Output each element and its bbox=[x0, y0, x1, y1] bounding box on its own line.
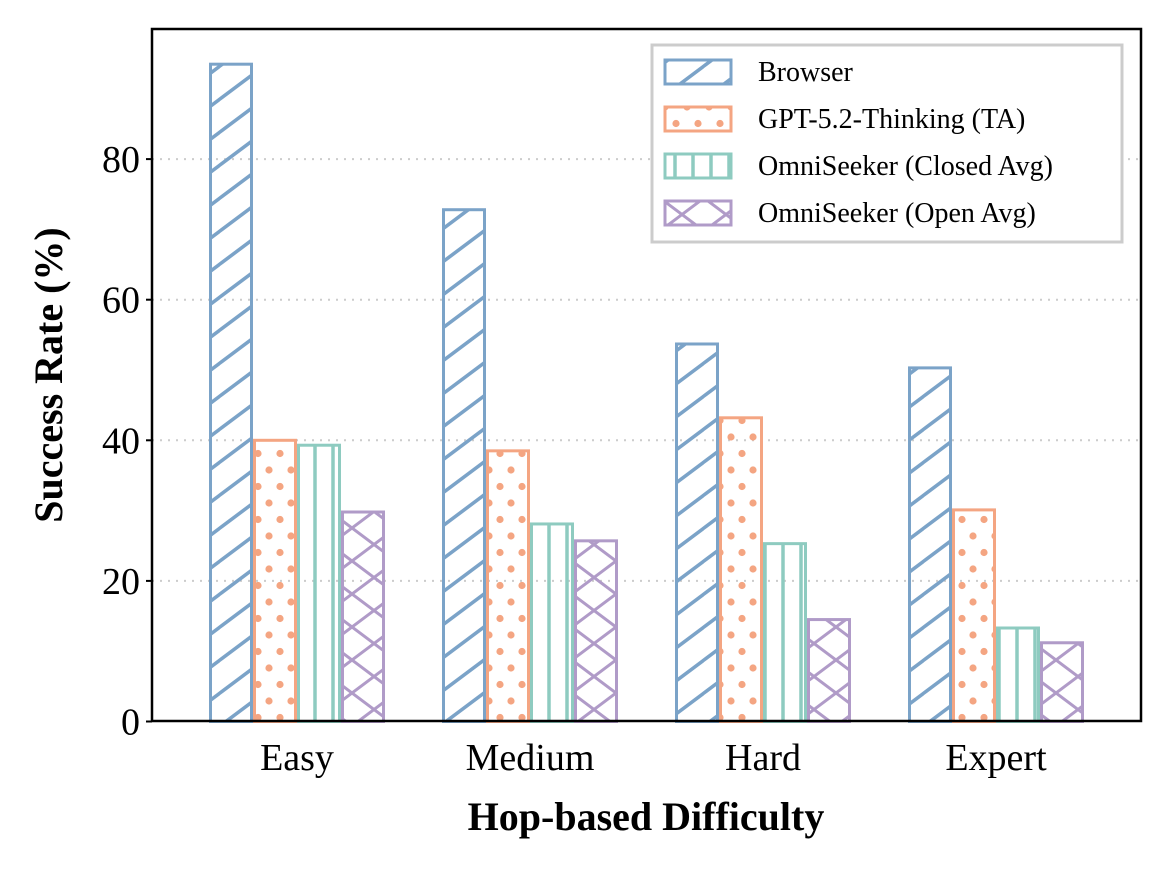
legend-swatch bbox=[663, 58, 733, 86]
x-tick-label: Medium bbox=[466, 737, 595, 779]
legend-label: OmniSeeker (Closed Avg) bbox=[758, 151, 1053, 182]
legend-swatch bbox=[663, 105, 733, 133]
bar-easy-1 bbox=[253, 438, 297, 723]
bar-expert-2 bbox=[996, 626, 1040, 723]
bar-hard-0 bbox=[675, 342, 719, 723]
bar-hard-3 bbox=[807, 618, 851, 723]
bar-expert-1 bbox=[952, 508, 996, 723]
x-tick-label: Hard bbox=[725, 737, 801, 779]
legend-label: GPT-5.2-Thinking (TA) bbox=[758, 104, 1025, 135]
bar-medium-0 bbox=[442, 208, 486, 723]
y-tick-label: 60 bbox=[102, 280, 140, 322]
y-tick-label: 20 bbox=[102, 561, 140, 603]
legend: Browser GPT-5.2-Thinking (TA) OmniSeeker (… bbox=[650, 43, 1124, 244]
y-tick-label: 40 bbox=[102, 420, 140, 462]
bar-medium-1 bbox=[486, 449, 530, 723]
legend-label: Browser bbox=[758, 57, 854, 88]
bar-hard-1 bbox=[719, 416, 763, 723]
bar-easy-3 bbox=[341, 510, 385, 723]
bar-expert-0 bbox=[908, 366, 952, 723]
x-axis-label: Hop-based Difficulty bbox=[468, 794, 825, 839]
legend-label: OmniSeeker (Open Avg) bbox=[758, 198, 1036, 229]
bar-medium-2 bbox=[530, 522, 574, 723]
y-tick-label: 0 bbox=[121, 702, 140, 744]
bar-easy-2 bbox=[297, 443, 341, 723]
y-tick-label: 80 bbox=[102, 139, 140, 181]
legend-swatch bbox=[663, 199, 733, 227]
bar-expert-3 bbox=[1040, 641, 1084, 723]
x-tick-label: Expert bbox=[945, 737, 1047, 779]
y-axis-label: Success Rate (%) bbox=[26, 227, 71, 523]
legend-swatch bbox=[663, 152, 733, 180]
bar-medium-3 bbox=[574, 539, 618, 723]
x-tick-label: Easy bbox=[260, 737, 334, 779]
plot-frame bbox=[150, 27, 1143, 723]
bar-easy-0 bbox=[209, 62, 253, 723]
bar-hard-2 bbox=[763, 542, 807, 723]
